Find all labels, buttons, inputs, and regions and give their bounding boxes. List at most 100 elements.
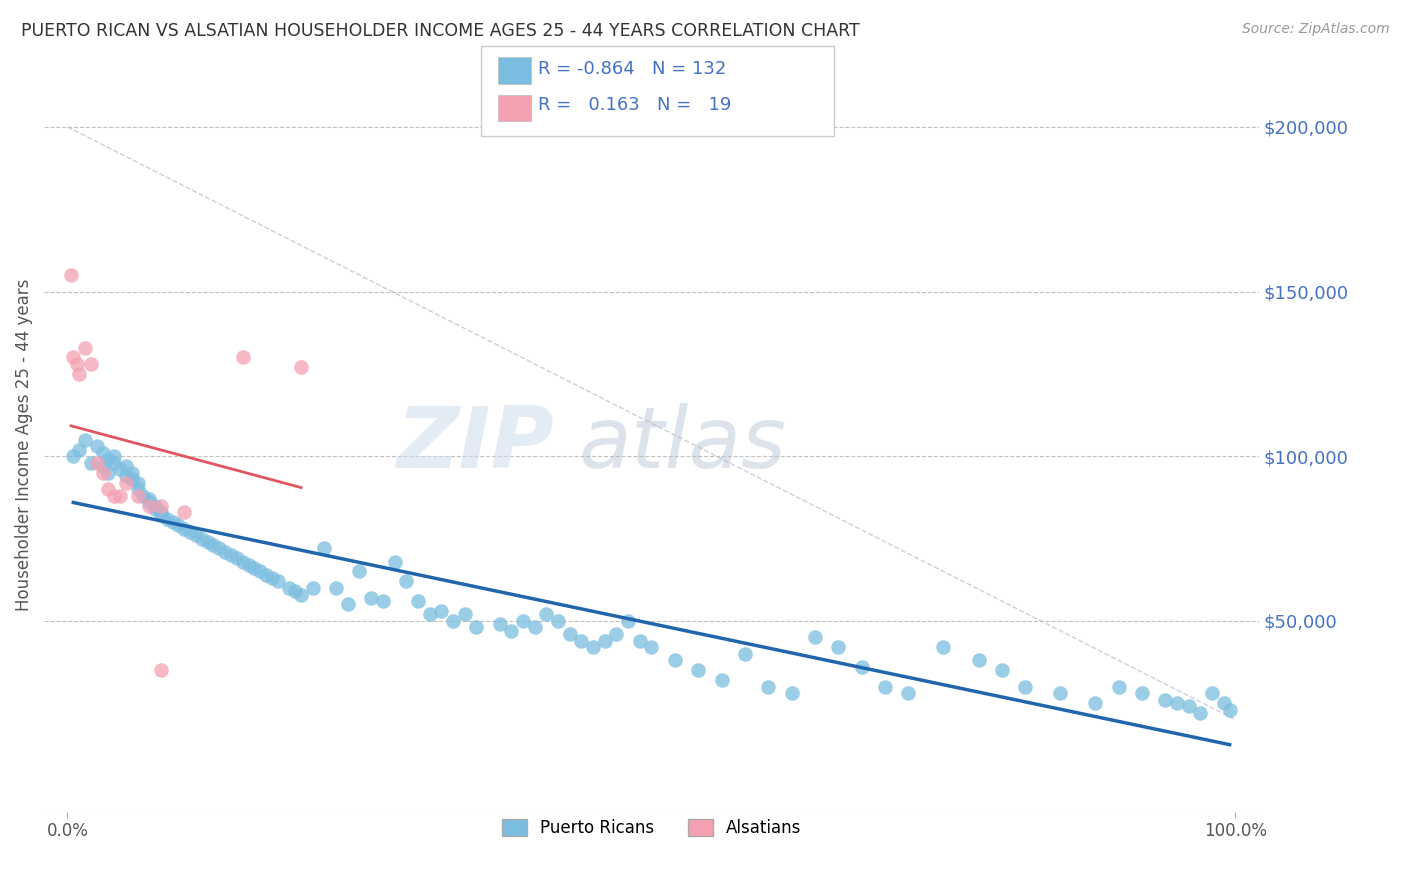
Point xyxy=(91,446,114,460)
Point xyxy=(1189,706,1212,720)
Point xyxy=(80,357,103,371)
Point xyxy=(628,633,651,648)
Point xyxy=(664,653,686,667)
Legend: Puerto Ricans, Alsatians: Puerto Ricans, Alsatians xyxy=(495,813,808,844)
Point xyxy=(103,456,125,470)
Point xyxy=(558,627,581,641)
Point xyxy=(453,607,475,622)
Point xyxy=(238,558,260,572)
Point xyxy=(512,614,534,628)
Point xyxy=(115,458,138,473)
Point xyxy=(149,663,172,677)
Point xyxy=(1049,686,1071,700)
Point xyxy=(1154,693,1177,707)
Point xyxy=(640,640,662,655)
Point xyxy=(1201,686,1223,700)
Point xyxy=(260,571,283,585)
Point xyxy=(127,475,149,490)
Point xyxy=(86,456,108,470)
Point xyxy=(138,495,160,509)
Point xyxy=(710,673,733,687)
Point xyxy=(371,594,394,608)
Point xyxy=(149,505,172,519)
Point xyxy=(97,466,120,480)
Point xyxy=(547,614,569,628)
Point xyxy=(156,512,179,526)
Point xyxy=(278,581,301,595)
Point xyxy=(582,640,605,655)
Point xyxy=(406,594,429,608)
Point xyxy=(197,534,219,549)
Point xyxy=(1014,680,1036,694)
Point xyxy=(536,607,558,622)
Point xyxy=(804,630,827,644)
Point xyxy=(395,574,418,589)
Point xyxy=(59,268,82,282)
Text: R = -0.864   N = 132: R = -0.864 N = 132 xyxy=(538,60,727,78)
Point xyxy=(202,538,225,552)
Point xyxy=(138,491,160,506)
Point xyxy=(1130,686,1153,700)
Point xyxy=(336,598,359,612)
Text: Source: ZipAtlas.com: Source: ZipAtlas.com xyxy=(1241,22,1389,37)
Point xyxy=(97,452,120,467)
Point xyxy=(249,565,271,579)
Point xyxy=(617,614,640,628)
Point xyxy=(873,680,896,694)
Point xyxy=(208,541,231,556)
Y-axis label: Householder Income Ages 25 - 44 years: Householder Income Ages 25 - 44 years xyxy=(15,278,32,611)
Text: atlas: atlas xyxy=(579,403,786,486)
Point xyxy=(191,532,214,546)
Point xyxy=(86,439,108,453)
Point xyxy=(1084,696,1107,710)
Point xyxy=(162,515,184,529)
Point xyxy=(571,633,593,648)
Point xyxy=(115,469,138,483)
Point xyxy=(488,617,510,632)
Point xyxy=(932,640,955,655)
Point xyxy=(62,449,84,463)
Point xyxy=(290,587,312,601)
Text: PUERTO RICAN VS ALSATIAN HOUSEHOLDER INCOME AGES 25 - 44 YEARS CORRELATION CHART: PUERTO RICAN VS ALSATIAN HOUSEHOLDER INC… xyxy=(21,22,860,40)
Point xyxy=(1212,696,1234,710)
Point xyxy=(173,522,195,536)
Point xyxy=(66,357,89,371)
Point xyxy=(593,633,616,648)
Point xyxy=(1166,696,1188,710)
Point xyxy=(284,584,307,599)
Point xyxy=(349,565,371,579)
Point xyxy=(103,489,125,503)
Point xyxy=(419,607,441,622)
Point xyxy=(1219,703,1241,717)
Point xyxy=(115,475,138,490)
Point xyxy=(756,680,779,694)
Point xyxy=(225,551,247,566)
Point xyxy=(232,555,254,569)
Point xyxy=(780,686,803,700)
Point xyxy=(688,663,710,677)
Point xyxy=(73,433,96,447)
Point xyxy=(734,647,756,661)
Point xyxy=(232,351,254,365)
Text: ZIP: ZIP xyxy=(396,403,554,486)
Point xyxy=(108,489,131,503)
Text: R =   0.163   N =   19: R = 0.163 N = 19 xyxy=(538,96,733,114)
Point xyxy=(121,472,143,486)
Point xyxy=(67,442,90,457)
Point xyxy=(138,499,160,513)
Point xyxy=(80,456,103,470)
Point xyxy=(149,499,172,513)
Point xyxy=(184,528,207,542)
Point xyxy=(62,351,84,365)
Point xyxy=(441,614,464,628)
Point xyxy=(121,466,143,480)
Point xyxy=(290,360,312,375)
Point xyxy=(149,508,172,523)
Point xyxy=(360,591,382,605)
Point xyxy=(430,604,453,618)
Point xyxy=(605,627,627,641)
Point xyxy=(267,574,290,589)
Point xyxy=(73,341,96,355)
Point xyxy=(127,489,149,503)
Point xyxy=(179,524,201,539)
